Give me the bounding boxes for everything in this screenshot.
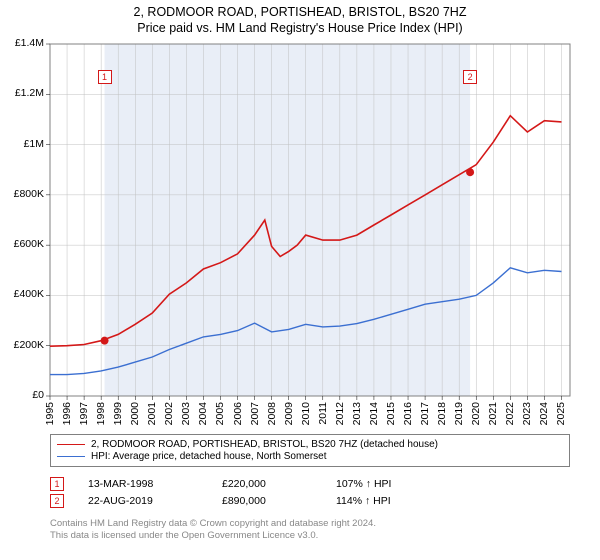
x-axis-label: 2017 xyxy=(419,402,431,425)
sale-date: 13-MAR-1998 xyxy=(88,478,198,490)
x-axis-label: 2005 xyxy=(214,402,226,425)
y-axis-label: £1.4M xyxy=(0,37,44,49)
sale-price: £220,000 xyxy=(222,478,312,490)
legend-swatch xyxy=(57,444,85,445)
x-axis-label: 2008 xyxy=(266,402,278,425)
legend-item: HPI: Average price, detached house, Nort… xyxy=(57,451,563,462)
x-axis-label: 2024 xyxy=(538,402,550,425)
sale-price: £890,000 xyxy=(222,495,312,507)
sale-date: 22-AUG-2019 xyxy=(88,495,198,507)
x-axis-label: 2016 xyxy=(402,402,414,425)
x-axis-label: 2001 xyxy=(146,402,158,425)
legend-label: HPI: Average price, detached house, Nort… xyxy=(91,451,327,462)
sale-marker-2: 2 xyxy=(463,70,477,84)
x-axis-label: 1999 xyxy=(112,402,124,425)
sale-hpi: 107% ↑ HPI xyxy=(336,478,391,490)
y-axis-label: £1.2M xyxy=(0,87,44,99)
x-axis-label: 2020 xyxy=(470,402,482,425)
legend-swatch xyxy=(57,456,85,457)
y-axis-label: £400K xyxy=(0,288,44,300)
x-axis-label: 2021 xyxy=(487,402,499,425)
y-axis-label: £600K xyxy=(0,238,44,250)
legend-item: 2, RODMOOR ROAD, PORTISHEAD, BRISTOL, BS… xyxy=(57,439,563,450)
x-axis-label: 2023 xyxy=(521,402,533,425)
sales-table: 1 13-MAR-1998 £220,000 107% ↑ HPI 2 22-AUG-20… xyxy=(50,474,570,511)
x-axis-label: 2025 xyxy=(555,402,567,425)
x-axis-label: 2000 xyxy=(129,402,141,425)
chart-plot: £0 £200K £400K £600K £800K £1M £1.2M £1.4M 1995 1… xyxy=(0,0,600,436)
x-axis-label: 2011 xyxy=(317,402,329,425)
x-axis-label: 2013 xyxy=(351,402,363,425)
x-axis-label: 2007 xyxy=(249,402,261,425)
sale-hpi: 114% ↑ HPI xyxy=(336,495,391,507)
x-axis-label: 2009 xyxy=(283,402,295,425)
sale-marker-icon: 1 xyxy=(50,477,64,491)
x-axis-label: 2012 xyxy=(334,402,346,425)
y-axis-label: £1M xyxy=(0,138,44,150)
x-axis-label: 2010 xyxy=(300,402,312,425)
sale-marker-1: 1 xyxy=(98,70,112,84)
license-line1: Contains HM Land Registry data © Crown c… xyxy=(50,518,376,529)
x-axis-label: 2006 xyxy=(232,402,244,425)
x-axis-label: 2015 xyxy=(385,402,397,425)
license-line2: This data is licensed under the Open Gov… xyxy=(50,530,318,541)
y-axis-label: £800K xyxy=(0,188,44,200)
y-axis-label: £0 xyxy=(0,389,44,401)
license-text: Contains HM Land Registry data © Crown c… xyxy=(50,518,570,543)
legend-label: 2, RODMOOR ROAD, PORTISHEAD, BRISTOL, BS… xyxy=(91,439,438,450)
x-axis-label: 2022 xyxy=(504,402,516,425)
x-axis-label: 1997 xyxy=(78,402,90,425)
y-axis-label: £200K xyxy=(0,339,44,351)
x-axis-label: 2004 xyxy=(197,402,209,425)
sale-row: 1 13-MAR-1998 £220,000 107% ↑ HPI xyxy=(50,477,570,491)
x-axis-label: 2014 xyxy=(368,402,380,425)
x-axis-label: 2018 xyxy=(436,402,448,425)
x-axis-label: 1998 xyxy=(95,402,107,425)
x-axis-label: 1996 xyxy=(61,402,73,425)
legend: 2, RODMOOR ROAD, PORTISHEAD, BRISTOL, BS… xyxy=(50,434,570,467)
x-axis-label: 2002 xyxy=(163,402,175,425)
x-axis-label: 2019 xyxy=(453,402,465,425)
x-axis-label: 2003 xyxy=(180,402,192,425)
sale-marker-icon: 2 xyxy=(50,494,64,508)
sale-row: 2 22-AUG-2019 £890,000 114% ↑ HPI xyxy=(50,494,570,508)
x-axis-label: 1995 xyxy=(44,402,56,425)
